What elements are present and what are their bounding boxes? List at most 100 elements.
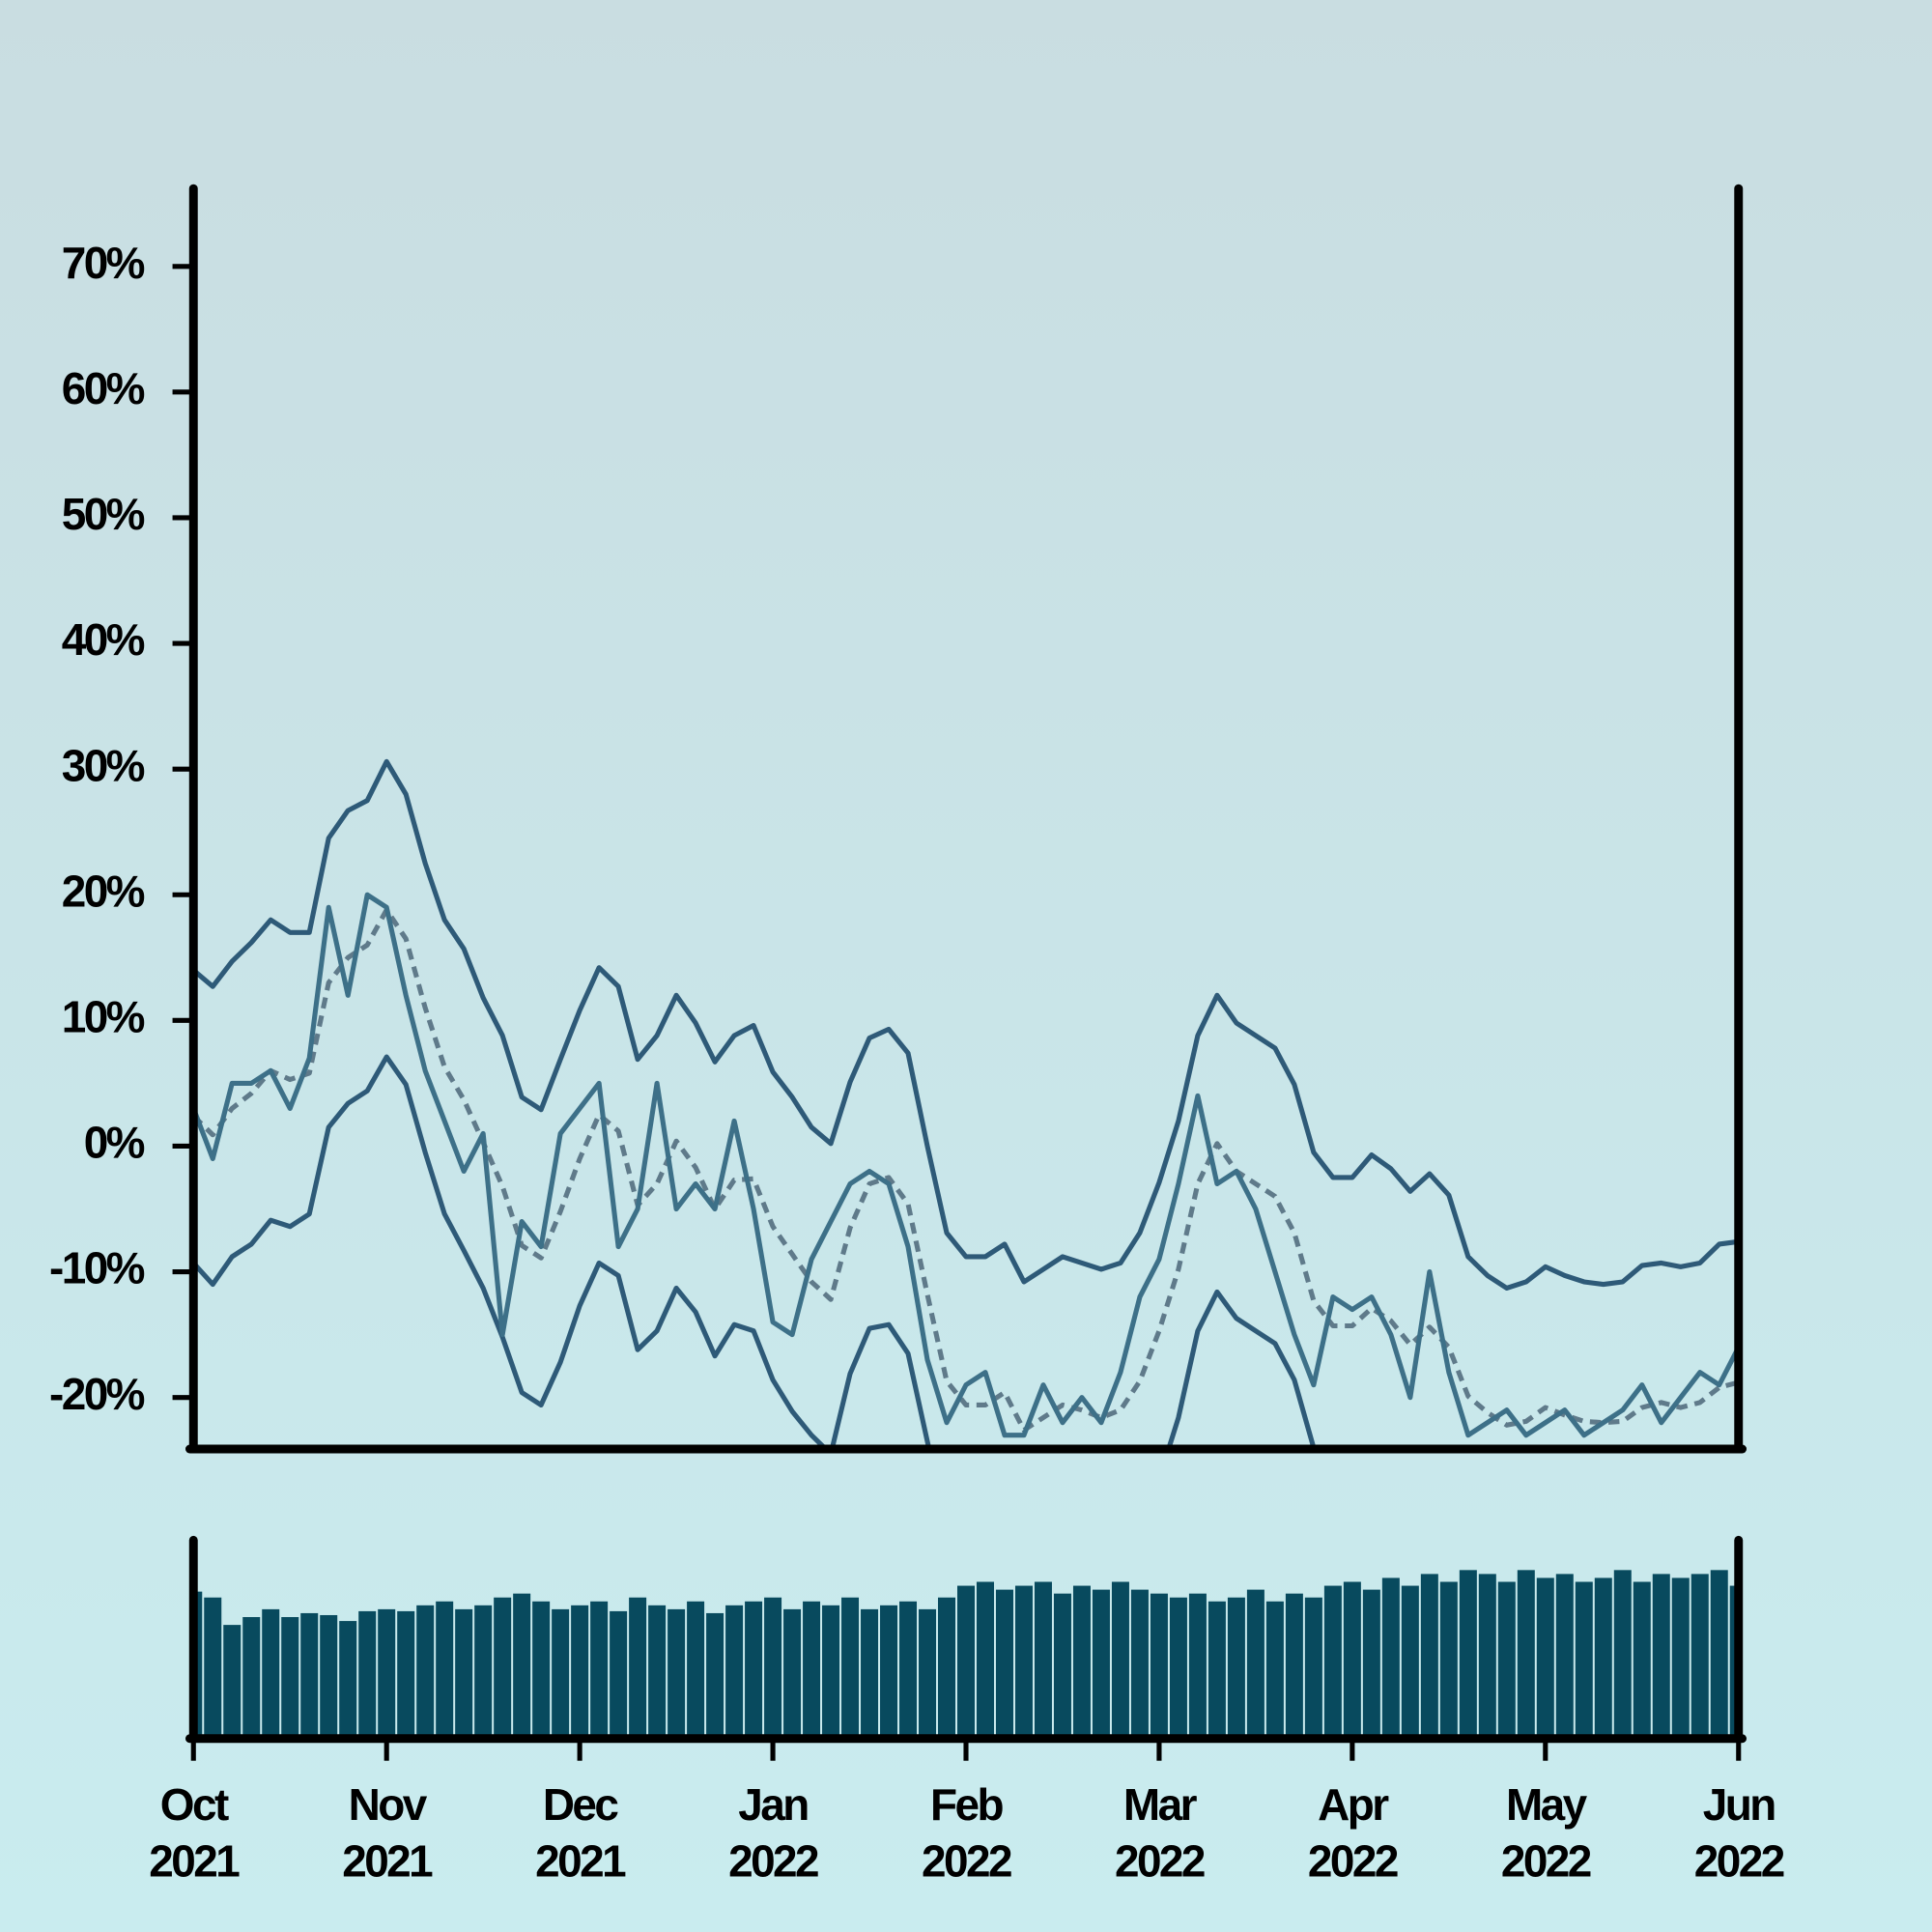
y-tick-label: 20% [62, 866, 145, 916]
y-tick-label: -10% [49, 1243, 145, 1293]
volume-bar [262, 1608, 280, 1739]
volume-bar [1381, 1577, 1400, 1739]
volume-bar [629, 1597, 647, 1739]
x-tick-label: Nov 2021 [342, 1778, 434, 1887]
volume-bar [648, 1605, 667, 1739]
y-tick-label: 60% [62, 363, 145, 413]
volume-bar [1053, 1593, 1071, 1739]
y-tick-label: -20% [49, 1369, 145, 1419]
volume-bar [1555, 1574, 1574, 1739]
volume-bar [1169, 1597, 1187, 1739]
volume-bar [339, 1621, 357, 1739]
volume-bar [1014, 1585, 1033, 1739]
volume-bar [552, 1608, 570, 1739]
volume-bar [532, 1601, 551, 1739]
volume-bar [1111, 1581, 1129, 1739]
volume-bar [1092, 1589, 1110, 1739]
volume-bar [494, 1597, 512, 1739]
price-line [193, 758, 1739, 1292]
volume-bar [1072, 1585, 1091, 1739]
volume-bar [281, 1617, 299, 1739]
volume-bar [841, 1597, 860, 1739]
volume-bar [610, 1610, 628, 1739]
volume-bar [919, 1608, 937, 1739]
volume-bar [957, 1585, 975, 1739]
volume-bar [880, 1605, 898, 1739]
volume-bar [1690, 1574, 1709, 1739]
volume-bar [938, 1597, 956, 1739]
volume-bar [1439, 1581, 1458, 1739]
volume-bar [1208, 1601, 1226, 1739]
volume-bar [571, 1605, 589, 1739]
volume-bar [706, 1612, 724, 1739]
x-tick-label: Jun 2022 [1693, 1778, 1786, 1887]
volume-bar [1594, 1577, 1612, 1739]
y-tick-label: 50% [62, 489, 145, 539]
volume-bar [725, 1605, 744, 1739]
volume-bar [416, 1605, 435, 1739]
volume-bar [358, 1610, 377, 1739]
volume-bar [976, 1581, 994, 1739]
volume-bar [1729, 1585, 1739, 1739]
price-line [193, 1054, 1319, 1449]
volume-bar [1633, 1581, 1651, 1739]
volume-bar [1459, 1570, 1477, 1739]
x-tick-label: Feb 2022 [922, 1778, 1013, 1887]
volume-bar [513, 1593, 531, 1739]
volume-bar [1710, 1570, 1728, 1739]
volume-bar [204, 1597, 222, 1739]
volume-bar [397, 1610, 415, 1739]
x-tick-label: Mar 2022 [1114, 1778, 1207, 1887]
volume-bar [1401, 1585, 1419, 1739]
volume-bar [1343, 1581, 1361, 1739]
volume-bar [590, 1601, 609, 1739]
volume-bar [783, 1608, 802, 1739]
volume-bar [668, 1608, 686, 1739]
volume-bar [803, 1601, 821, 1739]
moving-average [193, 907, 1739, 1434]
volume-bar [899, 1601, 918, 1739]
y-tick-label: 10% [62, 991, 145, 1041]
volume-bar [1285, 1593, 1303, 1739]
volume-bar [1575, 1581, 1593, 1739]
volume-bar [1304, 1597, 1322, 1739]
volume-bar [320, 1614, 338, 1739]
price-line [193, 892, 1739, 1438]
volume-bar [1652, 1574, 1670, 1739]
volume-bar [455, 1608, 473, 1739]
x-tick-label: May 2022 [1500, 1778, 1593, 1887]
volume-bar [764, 1597, 782, 1739]
x-tick-label: Oct 2021 [149, 1778, 241, 1887]
volume-bar [1536, 1577, 1554, 1739]
volume-bar [378, 1608, 396, 1739]
y-tick-label: 0% [84, 1118, 145, 1168]
volume-bar [1517, 1570, 1535, 1739]
volume-bar [242, 1617, 261, 1739]
volume-bar [1188, 1593, 1207, 1739]
x-tick-label: Dec 2021 [535, 1778, 627, 1887]
volume-bar [745, 1601, 763, 1739]
volume-bar [1497, 1581, 1516, 1739]
volume-bar [1420, 1574, 1438, 1739]
volume-bar [1150, 1593, 1168, 1739]
volume-bar [1265, 1601, 1284, 1739]
volume-bar [861, 1608, 879, 1739]
y-tick-label: 30% [62, 740, 145, 790]
volume-bar [995, 1589, 1013, 1739]
volume-bar [822, 1605, 840, 1739]
volume-bar [223, 1625, 242, 1739]
y-tick-label: 70% [62, 238, 145, 288]
x-tick-label: Jan 2022 [728, 1778, 820, 1887]
volume-bar [1130, 1589, 1149, 1739]
volume-bar [687, 1601, 705, 1739]
volume-bar [300, 1612, 319, 1739]
volume-bar [1227, 1597, 1245, 1739]
volume-bar [1478, 1574, 1496, 1739]
volume-bar [1613, 1570, 1632, 1739]
x-tick-label: Apr 2022 [1307, 1778, 1400, 1887]
volume-bar [1671, 1577, 1690, 1739]
y-tick-label: 40% [62, 614, 145, 665]
volume-bar [1362, 1589, 1380, 1739]
volume-bar [1246, 1589, 1264, 1739]
